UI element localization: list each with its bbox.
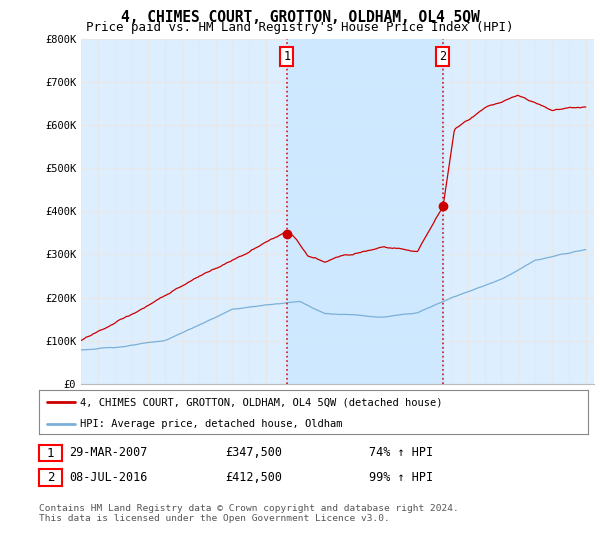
- Text: Contains HM Land Registry data © Crown copyright and database right 2024.
This d: Contains HM Land Registry data © Crown c…: [39, 504, 459, 524]
- Text: 1: 1: [47, 446, 54, 460]
- Text: 1: 1: [283, 50, 290, 63]
- Bar: [287, 39, 443, 384]
- Text: 4, CHIMES COURT, GROTTON, OLDHAM, OL4 5QW: 4, CHIMES COURT, GROTTON, OLDHAM, OL4 5Q…: [121, 10, 479, 25]
- Text: 99% ↑ HPI: 99% ↑ HPI: [369, 470, 433, 484]
- Text: 74% ↑ HPI: 74% ↑ HPI: [369, 446, 433, 459]
- Text: Price paid vs. HM Land Registry's House Price Index (HPI): Price paid vs. HM Land Registry's House …: [86, 21, 514, 34]
- Text: 2: 2: [439, 50, 446, 63]
- Text: £347,500: £347,500: [225, 446, 282, 459]
- Text: 2: 2: [47, 471, 54, 484]
- Text: 29-MAR-2007: 29-MAR-2007: [69, 446, 148, 459]
- Text: HPI: Average price, detached house, Oldham: HPI: Average price, detached house, Oldh…: [80, 419, 343, 430]
- Text: 4, CHIMES COURT, GROTTON, OLDHAM, OL4 5QW (detached house): 4, CHIMES COURT, GROTTON, OLDHAM, OL4 5Q…: [80, 397, 443, 407]
- Text: £412,500: £412,500: [225, 470, 282, 484]
- Text: 08-JUL-2016: 08-JUL-2016: [69, 470, 148, 484]
